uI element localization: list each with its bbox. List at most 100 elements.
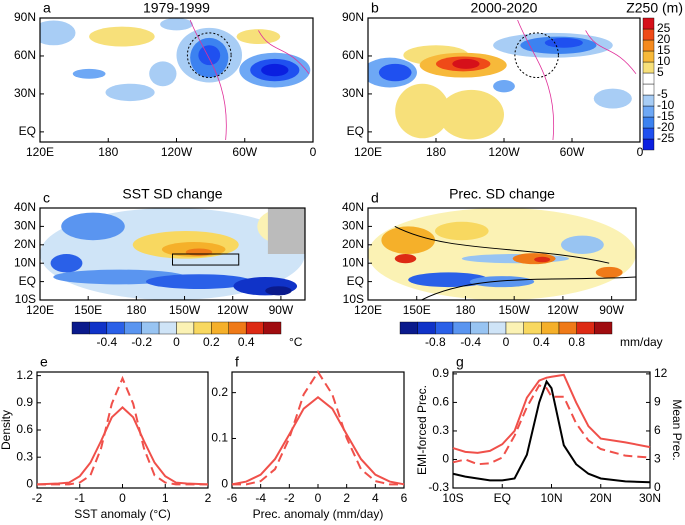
field-blob: [395, 83, 450, 139]
y-tick-label: 20N: [342, 237, 364, 251]
x-tick-label: 120W: [547, 303, 579, 317]
y2-tick-label: 3: [654, 452, 661, 466]
field-blob: [236, 29, 281, 45]
field: [368, 19, 637, 141]
x-tick-label: -2: [32, 491, 43, 505]
y-tick-label: 0.6: [16, 422, 33, 436]
land: [267, 208, 305, 254]
colorbar-title: Z250 (m): [626, 0, 683, 16]
x-tick-label: 0: [310, 145, 317, 159]
y-axis-label: EMI-forced Prec.: [415, 385, 429, 475]
field-blob: [89, 26, 155, 47]
colorbar-segment: [576, 321, 595, 335]
y-tick-label: 0.1: [211, 431, 228, 445]
x-tick-label: 120W: [488, 145, 520, 159]
x-tick-label: 20N: [590, 491, 612, 505]
panel-title: Prec. SD change: [449, 186, 555, 202]
colorbar-tick-label: -0.8: [425, 335, 446, 349]
colorbar-segment: [488, 321, 507, 335]
line-series: [36, 405, 209, 486]
colorbar-tick-label: 0: [173, 335, 180, 349]
frame: [367, 207, 637, 301]
y-tick-label: 60N: [14, 48, 36, 62]
field-blob: [146, 274, 252, 289]
field-blob: [72, 68, 106, 79]
x-tick-label: 30N: [639, 491, 661, 505]
x-tick-label: 150E: [74, 303, 102, 317]
colorbar-segment: [558, 321, 577, 335]
y-axis-label: Density: [0, 410, 13, 450]
colorbar-tick-label: 0.4: [238, 335, 255, 349]
colorbar-segment: [642, 39, 655, 52]
field-blob: [198, 45, 221, 66]
y2-tick-label: 9: [654, 395, 661, 409]
x-axis-label: Prec. anomaly (mm/day): [253, 507, 384, 521]
y-tick-label: EQ: [19, 274, 36, 288]
y-tick-label: EQ: [347, 274, 364, 288]
x-tick-label: 120E: [354, 145, 382, 159]
panel-label: f: [235, 354, 239, 370]
colorbar-tick-label: -5: [657, 87, 668, 101]
field: [368, 208, 636, 300]
x-tick-label: 120E: [26, 145, 54, 159]
colorbar-segment: [541, 321, 560, 335]
colorbar-segment: [176, 321, 195, 335]
field-blob: [381, 226, 436, 254]
panel-title: SST SD change: [122, 186, 222, 202]
field-blob: [593, 88, 632, 109]
panel-title: 2000-2020: [471, 0, 538, 16]
field-blob: [61, 212, 125, 241]
colorbar-segment: [71, 321, 90, 335]
colorbar-segment: [642, 17, 655, 30]
colorbar-segment: [642, 105, 655, 118]
panel-label: b: [371, 0, 379, 16]
field-blob: [394, 254, 417, 264]
x-tick-label: 60W: [232, 145, 257, 159]
x-tick-label: 6: [401, 491, 408, 505]
colorbar-segment: [642, 72, 655, 85]
field-blob: [265, 286, 292, 296]
colorbar-segment: [642, 28, 655, 41]
field: [40, 18, 311, 141]
index-box: [172, 253, 240, 266]
colorbar-tick-label: -20: [657, 120, 675, 134]
y-tick-label: 0.3: [16, 449, 33, 463]
field: [40, 208, 305, 300]
y-tick-label: 0.9: [16, 395, 33, 409]
colorbar-tick-label: -0.4: [96, 335, 117, 349]
colorbar-segment: [399, 321, 418, 335]
x-tick-label: 180: [455, 303, 475, 317]
x-tick-label: 0: [119, 491, 126, 505]
x-tick-label: 180: [98, 145, 118, 159]
y-tick-label: 60N: [342, 48, 364, 62]
colorbar-segment: [470, 321, 489, 335]
x-tick-label: 120E: [354, 303, 382, 317]
panel-label: c: [43, 190, 50, 206]
colorbar-tick-label: -0.2: [131, 335, 152, 349]
y-tick-label: EQ: [347, 124, 364, 138]
y-tick-label: 40N: [342, 200, 364, 214]
colorbar-segment: [642, 127, 655, 140]
x-tick-label: 4: [372, 491, 379, 505]
colorbar-segment: [417, 321, 436, 335]
colorbar-tick-label: -0.4: [460, 335, 481, 349]
colorbar-segment: [263, 321, 282, 335]
y-tick-label: EQ: [19, 124, 36, 138]
x-tick-label: 90W: [599, 303, 624, 317]
y-tick-label: 10N: [342, 255, 364, 269]
colorbar-tick-label: 0.8: [568, 335, 585, 349]
field-blob: [435, 221, 489, 241]
colorbar-segment: [505, 321, 524, 335]
panel-label: e: [40, 354, 48, 370]
contour: [514, 32, 559, 79]
colorbar-segment: [89, 321, 108, 335]
colorbar-segment: [193, 321, 212, 335]
x-tick-label: 0: [315, 491, 322, 505]
colorbar-tick-label: 0: [503, 335, 510, 349]
colorbar-tick-label: 5: [657, 65, 664, 79]
x-tick-label: 10N: [540, 491, 562, 505]
y-tick-label: 0: [442, 452, 449, 466]
x-tick-label: -1: [74, 491, 85, 505]
y-tick-label: 10N: [14, 255, 36, 269]
